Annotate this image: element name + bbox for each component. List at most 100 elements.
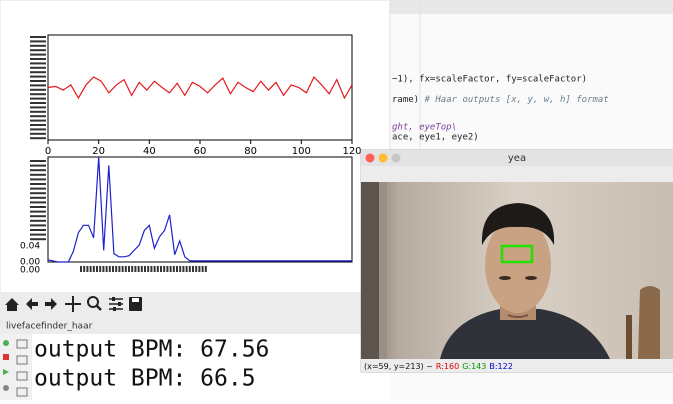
y-tick-clutter — [30, 62, 46, 65]
scroll-button[interactable] — [16, 339, 28, 349]
y-tick-clutter — [30, 206, 46, 208]
x-tick-clutter — [115, 266, 118, 272]
webcam-image — [361, 182, 673, 359]
y-tick-clutter — [30, 80, 46, 82]
y-tick-clutter — [30, 36, 46, 38]
print-button[interactable] — [16, 355, 28, 365]
y-tick-clutter — [30, 124, 46, 126]
x-tick-clutter — [86, 266, 89, 272]
x-tick-clutter — [153, 266, 156, 272]
console-tabbar — [0, 318, 390, 334]
minimize-button[interactable] — [378, 153, 388, 163]
x-tick-clutter — [131, 266, 134, 272]
x-tick-clutter — [147, 266, 150, 272]
save-button[interactable] — [129, 297, 142, 311]
x-tick-clutter — [156, 266, 159, 272]
pan-button[interactable] — [65, 296, 81, 312]
window-title: yea — [508, 153, 526, 164]
y-tick-clutter — [30, 196, 46, 199]
plot-area — [47, 156, 353, 263]
editor-header — [390, 0, 673, 14]
y-tick-clutter — [30, 178, 46, 181]
y-tick-clutter — [30, 215, 46, 218]
x-tick-clutter — [112, 266, 114, 272]
red-value: R:160 — [436, 362, 459, 371]
y-tick-clutter — [30, 84, 46, 87]
y-tick-clutter — [30, 169, 46, 172]
y-tick-clutter — [30, 93, 46, 96]
close-button[interactable] — [365, 153, 375, 163]
title-bar — [361, 150, 673, 166]
code-line: ght, eyeTop\ — [392, 123, 457, 133]
x-tick-clutter — [144, 266, 146, 272]
x-tick-clutter — [204, 266, 207, 272]
configure-button[interactable] — [109, 297, 123, 311]
plot-window — [0, 0, 391, 319]
x-tick-clutter — [163, 266, 166, 272]
y-tick-clutter — [30, 115, 46, 118]
blue-value: B:122 — [489, 362, 512, 371]
y-tick-clutter — [30, 88, 46, 91]
zoom-button[interactable] — [87, 296, 102, 311]
x-tick-clutter — [121, 266, 124, 272]
y-tick-clutter — [30, 71, 46, 74]
code: rame) — [392, 95, 425, 105]
detection-box — [500, 244, 534, 264]
axis-text: 0.00 — [20, 258, 40, 268]
data-line — [47, 75, 353, 100]
x-tick-clutter — [182, 266, 185, 272]
x-tick-clutter — [169, 266, 172, 272]
y-tick-clutter — [30, 132, 46, 135]
y-tick-clutter — [30, 183, 46, 185]
loop-button[interactable] — [16, 387, 28, 397]
x-tick-label: 20 — [92, 146, 105, 157]
image-window: yea (x=59, y=213) ~ R:160 G:143 B:122 — [360, 149, 673, 373]
y-tick-clutter — [30, 106, 46, 109]
x-tick-clutter — [140, 266, 143, 272]
y-tick-clutter — [30, 66, 46, 69]
stop-button[interactable] — [3, 354, 9, 360]
x-tick-clutter — [96, 266, 98, 272]
x-tick-clutter — [124, 266, 127, 272]
x-tick-label: 120 — [342, 146, 361, 157]
x-tick-label: 100 — [292, 146, 311, 157]
x-tick-clutter — [192, 266, 194, 272]
x-tick-clutter — [137, 266, 140, 272]
rerun-button[interactable] — [3, 340, 9, 346]
x-tick-clutter — [105, 266, 108, 272]
pin-button[interactable] — [16, 371, 28, 381]
run-button[interactable] — [3, 369, 9, 375]
settings-button[interactable] — [3, 385, 9, 391]
y-tick-clutter — [30, 119, 46, 122]
x-tick-clutter — [150, 266, 153, 272]
y-tick-clutter — [30, 110, 46, 113]
x-tick-clutter — [83, 266, 86, 272]
axis-text: 0.04 — [20, 242, 40, 252]
comment: # Haar outputs [x, y, w, h] format — [424, 95, 609, 105]
console-tab[interactable]: livefacefinder_haar — [6, 322, 93, 332]
y-tick-clutter — [30, 40, 46, 43]
x-tick-clutter — [128, 266, 130, 272]
x-tick-clutter — [102, 266, 105, 272]
y-tick-clutter — [30, 53, 46, 56]
green-value: G:143 — [462, 362, 486, 371]
y-tick-clutter — [30, 164, 46, 167]
x-tick-clutter — [118, 266, 121, 272]
y-tick-clutter — [30, 44, 46, 47]
y-tick-clutter — [30, 219, 46, 222]
forward-button[interactable] — [45, 298, 57, 310]
home-button[interactable] — [5, 298, 19, 311]
y-tick-clutter — [30, 210, 46, 213]
y-tick-clutter — [30, 75, 46, 78]
back-button[interactable] — [26, 298, 38, 310]
x-tick-clutter — [201, 266, 204, 272]
code-line: −1), fx=scaleFactor, fy=scaleFactor) — [392, 75, 587, 85]
axis-text: 0.00 — [20, 266, 40, 276]
x-tick-clutter — [166, 266, 169, 272]
zoom-button[interactable] — [391, 153, 401, 163]
y-tick-clutter — [30, 58, 46, 60]
x-tick-clutter — [99, 266, 102, 272]
y-tick-clutter — [30, 173, 46, 176]
